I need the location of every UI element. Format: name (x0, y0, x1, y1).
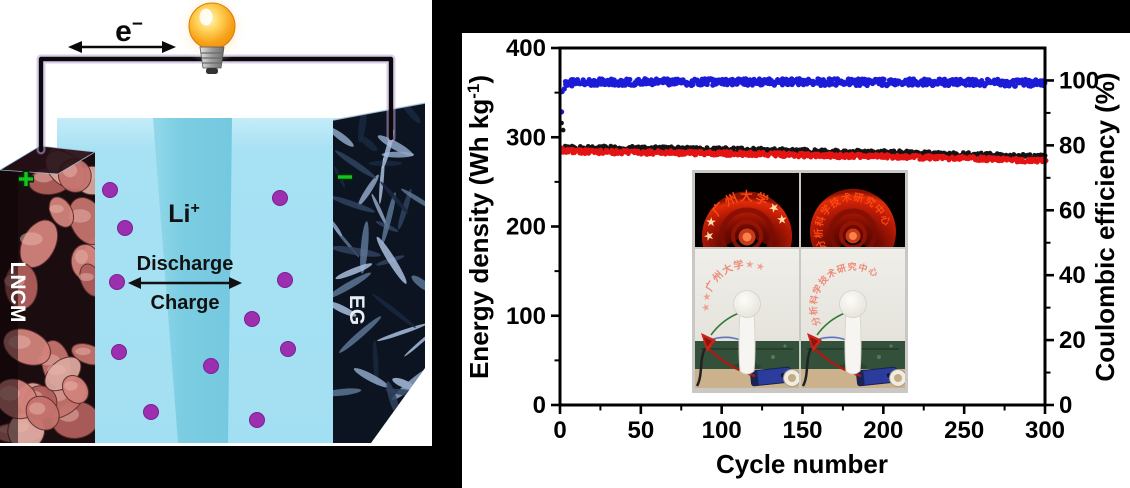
tick-label: 20 (1059, 327, 1086, 354)
anode-label: EG (345, 295, 368, 325)
black-lead-wire (695, 347, 707, 387)
battery-schematic: Li+ Discharge Charge LNCM (0, 0, 432, 446)
tick-label: 200 (863, 417, 903, 444)
green-wire (816, 312, 846, 336)
red-lead-wire (814, 348, 862, 378)
tick-label: 60 (1059, 197, 1086, 224)
green-wire (710, 312, 740, 336)
anode-block (333, 103, 425, 443)
discharge-label: Discharge (137, 253, 234, 275)
li-ion-dot (277, 272, 293, 288)
li-ion-dot (244, 311, 260, 327)
fan-head (733, 290, 761, 318)
chart-data-points (559, 76, 1049, 165)
li-ion-dot (109, 274, 125, 290)
cathode-sign-plus (18, 171, 34, 187)
electron-label: e− (115, 14, 143, 48)
li-ion-dot (111, 344, 127, 360)
fan-body (844, 310, 862, 375)
battery-schematic-panel: Li+ Discharge Charge LNCM (0, 0, 432, 446)
cathode-top-face (0, 145, 97, 175)
tick-label: 200 (506, 214, 546, 241)
fan-photo-2: 分析科学技术研究中心 (801, 249, 905, 388)
left-axis-title: Energy density (Wh kg-1) (464, 75, 494, 379)
tick-label: 0 (553, 417, 566, 444)
li-ion-dots (102, 182, 296, 428)
fan-head (839, 290, 867, 318)
series-Coulombic-efficiency (559, 76, 1048, 115)
anode-top-edge (332, 102, 426, 121)
tick-label: 100 (506, 303, 546, 330)
axis-ticks (551, 46, 1054, 414)
li-ion-dot (102, 182, 118, 198)
axis-tick-labels: 0 50 100 150 200 250 3000100200300400020406080… (506, 35, 1099, 444)
tick-label: 300 (506, 124, 546, 151)
right-axis-title: Coulombic efficiency (%) (1090, 72, 1120, 381)
tick-label: 0 (1059, 392, 1072, 419)
li-ion-dot (249, 412, 265, 428)
x-axis-title: Cycle number (716, 449, 888, 479)
discharge-charge-arrow (128, 277, 242, 289)
tick-label: 150 (782, 417, 822, 444)
tick-label: 40 (1059, 262, 1086, 289)
cycling-chart-panel: 0 50 100 150 200 250 300 0 100 200 300 400 0 20 40 60 80… (462, 33, 1130, 488)
tick-label: 400 (506, 35, 546, 62)
tick-label: 100 (1059, 67, 1099, 94)
series-discharge-energy-density (559, 145, 1049, 165)
black-lead-wire (801, 347, 813, 387)
tick-label: 300 (1025, 417, 1065, 444)
cathode-label: LNCM (6, 262, 29, 323)
cycling-chart: 0 50 100 150 200 250 3000100200300400020406080… (464, 35, 1120, 479)
light-bulb-icon (176, 0, 248, 74)
electron-flow-arrow (68, 41, 176, 53)
li-ion-dot (280, 341, 296, 357)
cathode-block (0, 146, 95, 443)
tick-label: 0 (533, 392, 546, 419)
li-ion-label: Li+ (168, 200, 200, 228)
charge-label: Charge (151, 292, 220, 314)
fan-body (738, 310, 756, 375)
led-fan-display-1: ★★广州大学★★ (695, 173, 799, 247)
tick-label: 250 (944, 417, 984, 444)
tick-label: 50 (627, 417, 654, 444)
fan-demo-inset: ★★广州大学★★ (692, 170, 908, 393)
tick-label: 80 (1059, 132, 1086, 159)
fan-photo-1: ★★广州大学★★ (695, 249, 799, 388)
red-lead-wire (708, 348, 756, 378)
li-ion-dot (143, 404, 159, 420)
tick-label: 100 (702, 417, 742, 444)
li-ion-dot (272, 190, 288, 206)
li-ion-dot (203, 358, 219, 374)
led-fan-display-2: 分析科学技术研究中心 (801, 173, 905, 247)
li-ion-dot (117, 220, 133, 236)
